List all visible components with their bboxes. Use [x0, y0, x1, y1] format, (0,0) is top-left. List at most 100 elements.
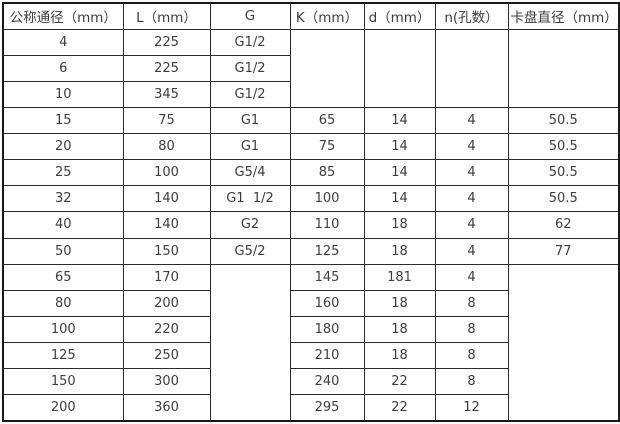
table-cell: 22 [363, 368, 436, 396]
table-cell: G1 1/2 [209, 185, 291, 213]
table-cell: 4 [434, 106, 509, 135]
table-cell [209, 263, 291, 422]
table-cell: 50 [2, 237, 124, 265]
table-cell: G1/2 [209, 28, 291, 56]
table-cell: 180 [289, 315, 365, 344]
table-cell: 14 [363, 132, 436, 161]
table-row: 80 200 160 18 8 [2, 289, 619, 317]
table-row: 20 80 G1 75 14 4 50.5 [2, 132, 620, 161]
table-row: 25 100 G5/4 85 14 4 50.5 [2, 159, 620, 187]
table-cell: 80 [2, 289, 124, 317]
header-cell: G [209, 2, 291, 30]
table-cell [507, 28, 620, 108]
header-cell: n(孔数） [434, 2, 509, 30]
table-cell: 80 [122, 132, 211, 161]
table-row: 65 170 145 181 4 [2, 263, 620, 422]
table-cell: 14 [363, 185, 436, 213]
table-cell: 345 [122, 80, 211, 108]
header-cell: K（mm） [289, 2, 365, 30]
table-cell: 140 [122, 211, 211, 239]
table-cell: 170 [122, 263, 211, 291]
table-row: 6 225 G1/2 [2, 54, 619, 82]
table-cell: 15 [2, 106, 124, 135]
table-cell: 300 [122, 368, 211, 396]
table-cell: 100 [289, 185, 365, 213]
table-row: 200 360 295 22 12 [2, 394, 619, 422]
table-cell: 220 [122, 315, 211, 344]
table-head: 公称通径（mm） L（mm） G K（mm） d（mm） n(孔数） 卡盘直径（mm） [2, 2, 620, 30]
table-cell: 25 [2, 159, 124, 187]
table-cell: G5/4 [209, 159, 291, 187]
header-cell: 公称通径（mm） [2, 2, 124, 30]
table-cell: 181 [363, 263, 436, 291]
table-cell: 4 [434, 185, 509, 213]
table-cell: 240 [289, 368, 365, 396]
table-cell [434, 28, 509, 108]
table-cell: 18 [363, 211, 436, 239]
table-row: 4 225 G1/2 [2, 28, 620, 108]
table-cell: 200 [122, 289, 211, 317]
table-row: 125 250 210 18 8 [2, 341, 619, 370]
table-header-row: 公称通径（mm） L（mm） G K（mm） d（mm） n(孔数） 卡盘直径（mm） [2, 2, 620, 30]
table-cell: 40 [2, 211, 124, 239]
table-cell: 4 [434, 263, 509, 291]
table-cell: 50.5 [507, 159, 620, 187]
table-cell [289, 28, 365, 108]
table-cell: 200 [2, 394, 124, 422]
table-cell: 18 [363, 237, 436, 265]
table-cell: 160 [289, 289, 365, 317]
table-cell: 50.5 [507, 106, 620, 135]
table-cell: 145 [289, 263, 365, 291]
table-cell: 20 [2, 132, 124, 161]
table-cell: 6 [2, 54, 124, 82]
header-cell: L（mm） [122, 2, 211, 30]
table-cell: 50.5 [507, 185, 620, 213]
table-cell: 4 [434, 159, 509, 187]
table-cell [507, 263, 620, 422]
table-cell: 77 [507, 237, 620, 265]
table-row: 40 140 G2 110 18 4 62 [2, 211, 620, 239]
table-cell: 125 [289, 237, 365, 265]
table-cell: 4 [434, 132, 509, 161]
table-cell: 360 [122, 394, 211, 422]
table-cell: 65 [289, 106, 365, 135]
table-cell: 150 [2, 368, 124, 396]
table-cell: 125 [2, 341, 124, 370]
table-cell: 150 [122, 237, 211, 265]
table-cell: 32 [2, 185, 124, 213]
header-cell: d（mm） [363, 2, 436, 30]
table-cell: 18 [363, 315, 436, 344]
table-cell: G1/2 [209, 54, 291, 82]
table-cell: 22 [363, 394, 436, 422]
table-cell: 18 [363, 289, 436, 317]
table-cell: 225 [122, 28, 211, 56]
table-body: 4 225 G1/2 6 225 G1/2 10 345 G1/2 15 75 G1 65 14 4 50.5… [2, 28, 620, 422]
table-cell: 210 [289, 341, 365, 370]
table-cell: 14 [363, 159, 436, 187]
table-row: 15 75 G1 65 14 4 50.5 [2, 106, 620, 135]
table-cell: G1 [209, 132, 291, 161]
table-row: 32 140 G1 1/2 100 14 4 50.5 [2, 185, 620, 213]
table-cell: 100 [2, 315, 124, 344]
table-cell: 4 [434, 237, 509, 265]
table-cell: 85 [289, 159, 365, 187]
table-cell: 65 [2, 263, 124, 291]
table-cell: 8 [434, 341, 509, 370]
table-cell: 100 [122, 159, 211, 187]
table-cell: 10 [2, 80, 124, 108]
table-cell: 75 [289, 132, 365, 161]
table-cell: 75 [122, 106, 211, 135]
table-cell: 14 [363, 106, 436, 135]
table-row: 50 150 G5/2 125 18 4 77 [2, 237, 620, 265]
table-row: 150 300 240 22 8 [2, 368, 619, 396]
table-cell: G1/2 [209, 80, 291, 108]
table-cell [363, 28, 436, 108]
table-cell: 250 [122, 341, 211, 370]
table-cell: 110 [289, 211, 365, 239]
table-cell: G1 [209, 106, 291, 135]
table-cell: 62 [507, 211, 620, 239]
table-cell: 8 [434, 289, 509, 317]
table-cell: 4 [434, 211, 509, 239]
